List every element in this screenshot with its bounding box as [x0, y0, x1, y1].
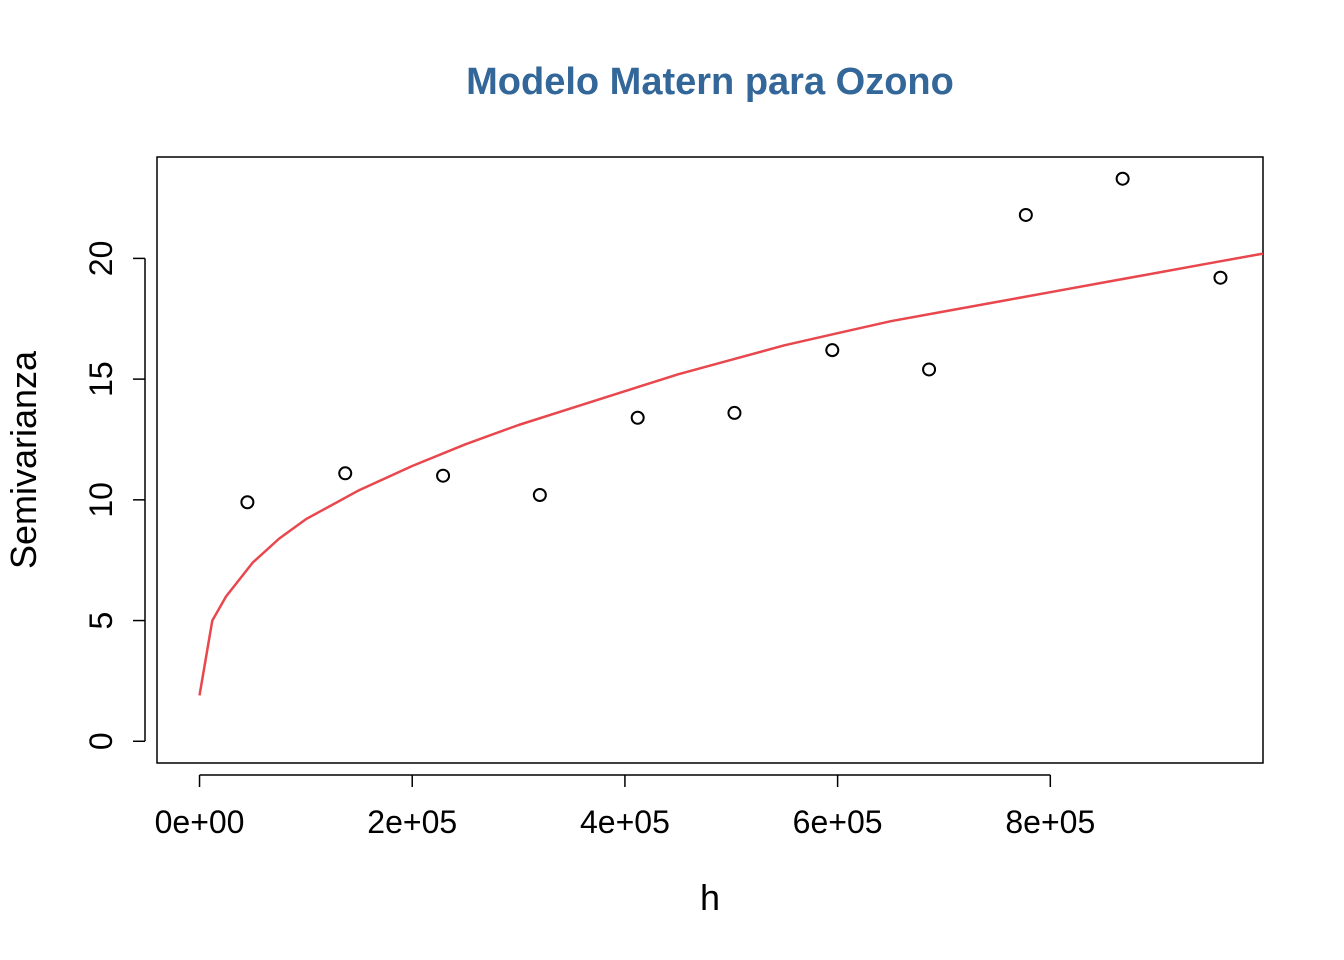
chart-title: Modelo Matern para Ozono — [466, 61, 954, 103]
model-line-layer — [198, 252, 1264, 696]
y-axis-label: Semivarianza — [3, 350, 44, 569]
model-line — [198, 252, 1264, 696]
data-point — [727, 405, 742, 420]
y-tick-label: 15 — [83, 361, 119, 397]
data-point — [1213, 270, 1228, 285]
data-point — [825, 343, 840, 358]
x-tick-label: 8e+05 — [1005, 804, 1095, 840]
data-point — [436, 468, 451, 483]
x-axis-label: h — [700, 877, 720, 918]
x-tick-label: 2e+05 — [367, 804, 457, 840]
plot-frame — [156, 156, 1264, 764]
data-point — [630, 410, 645, 425]
data-point — [240, 495, 255, 510]
data-point — [922, 362, 937, 377]
y-tick-label: 10 — [83, 482, 119, 518]
data-point — [1018, 207, 1033, 222]
x-tick-label: 4e+05 — [580, 804, 670, 840]
y-tick-label: 0 — [83, 732, 119, 750]
data-point — [338, 466, 353, 481]
x-tick-label: 0e+00 — [155, 804, 245, 840]
points-layer — [240, 171, 1228, 510]
y-axis: 0 5 10 15 20 — [83, 241, 146, 750]
data-point — [532, 488, 547, 503]
x-axis: 0e+00 2e+05 4e+05 6e+05 8e+05 — [155, 774, 1095, 840]
y-tick-label: 20 — [83, 241, 119, 277]
y-tick-label: 5 — [83, 612, 119, 630]
x-tick-label: 6e+05 — [793, 804, 883, 840]
data-point — [1115, 171, 1130, 186]
